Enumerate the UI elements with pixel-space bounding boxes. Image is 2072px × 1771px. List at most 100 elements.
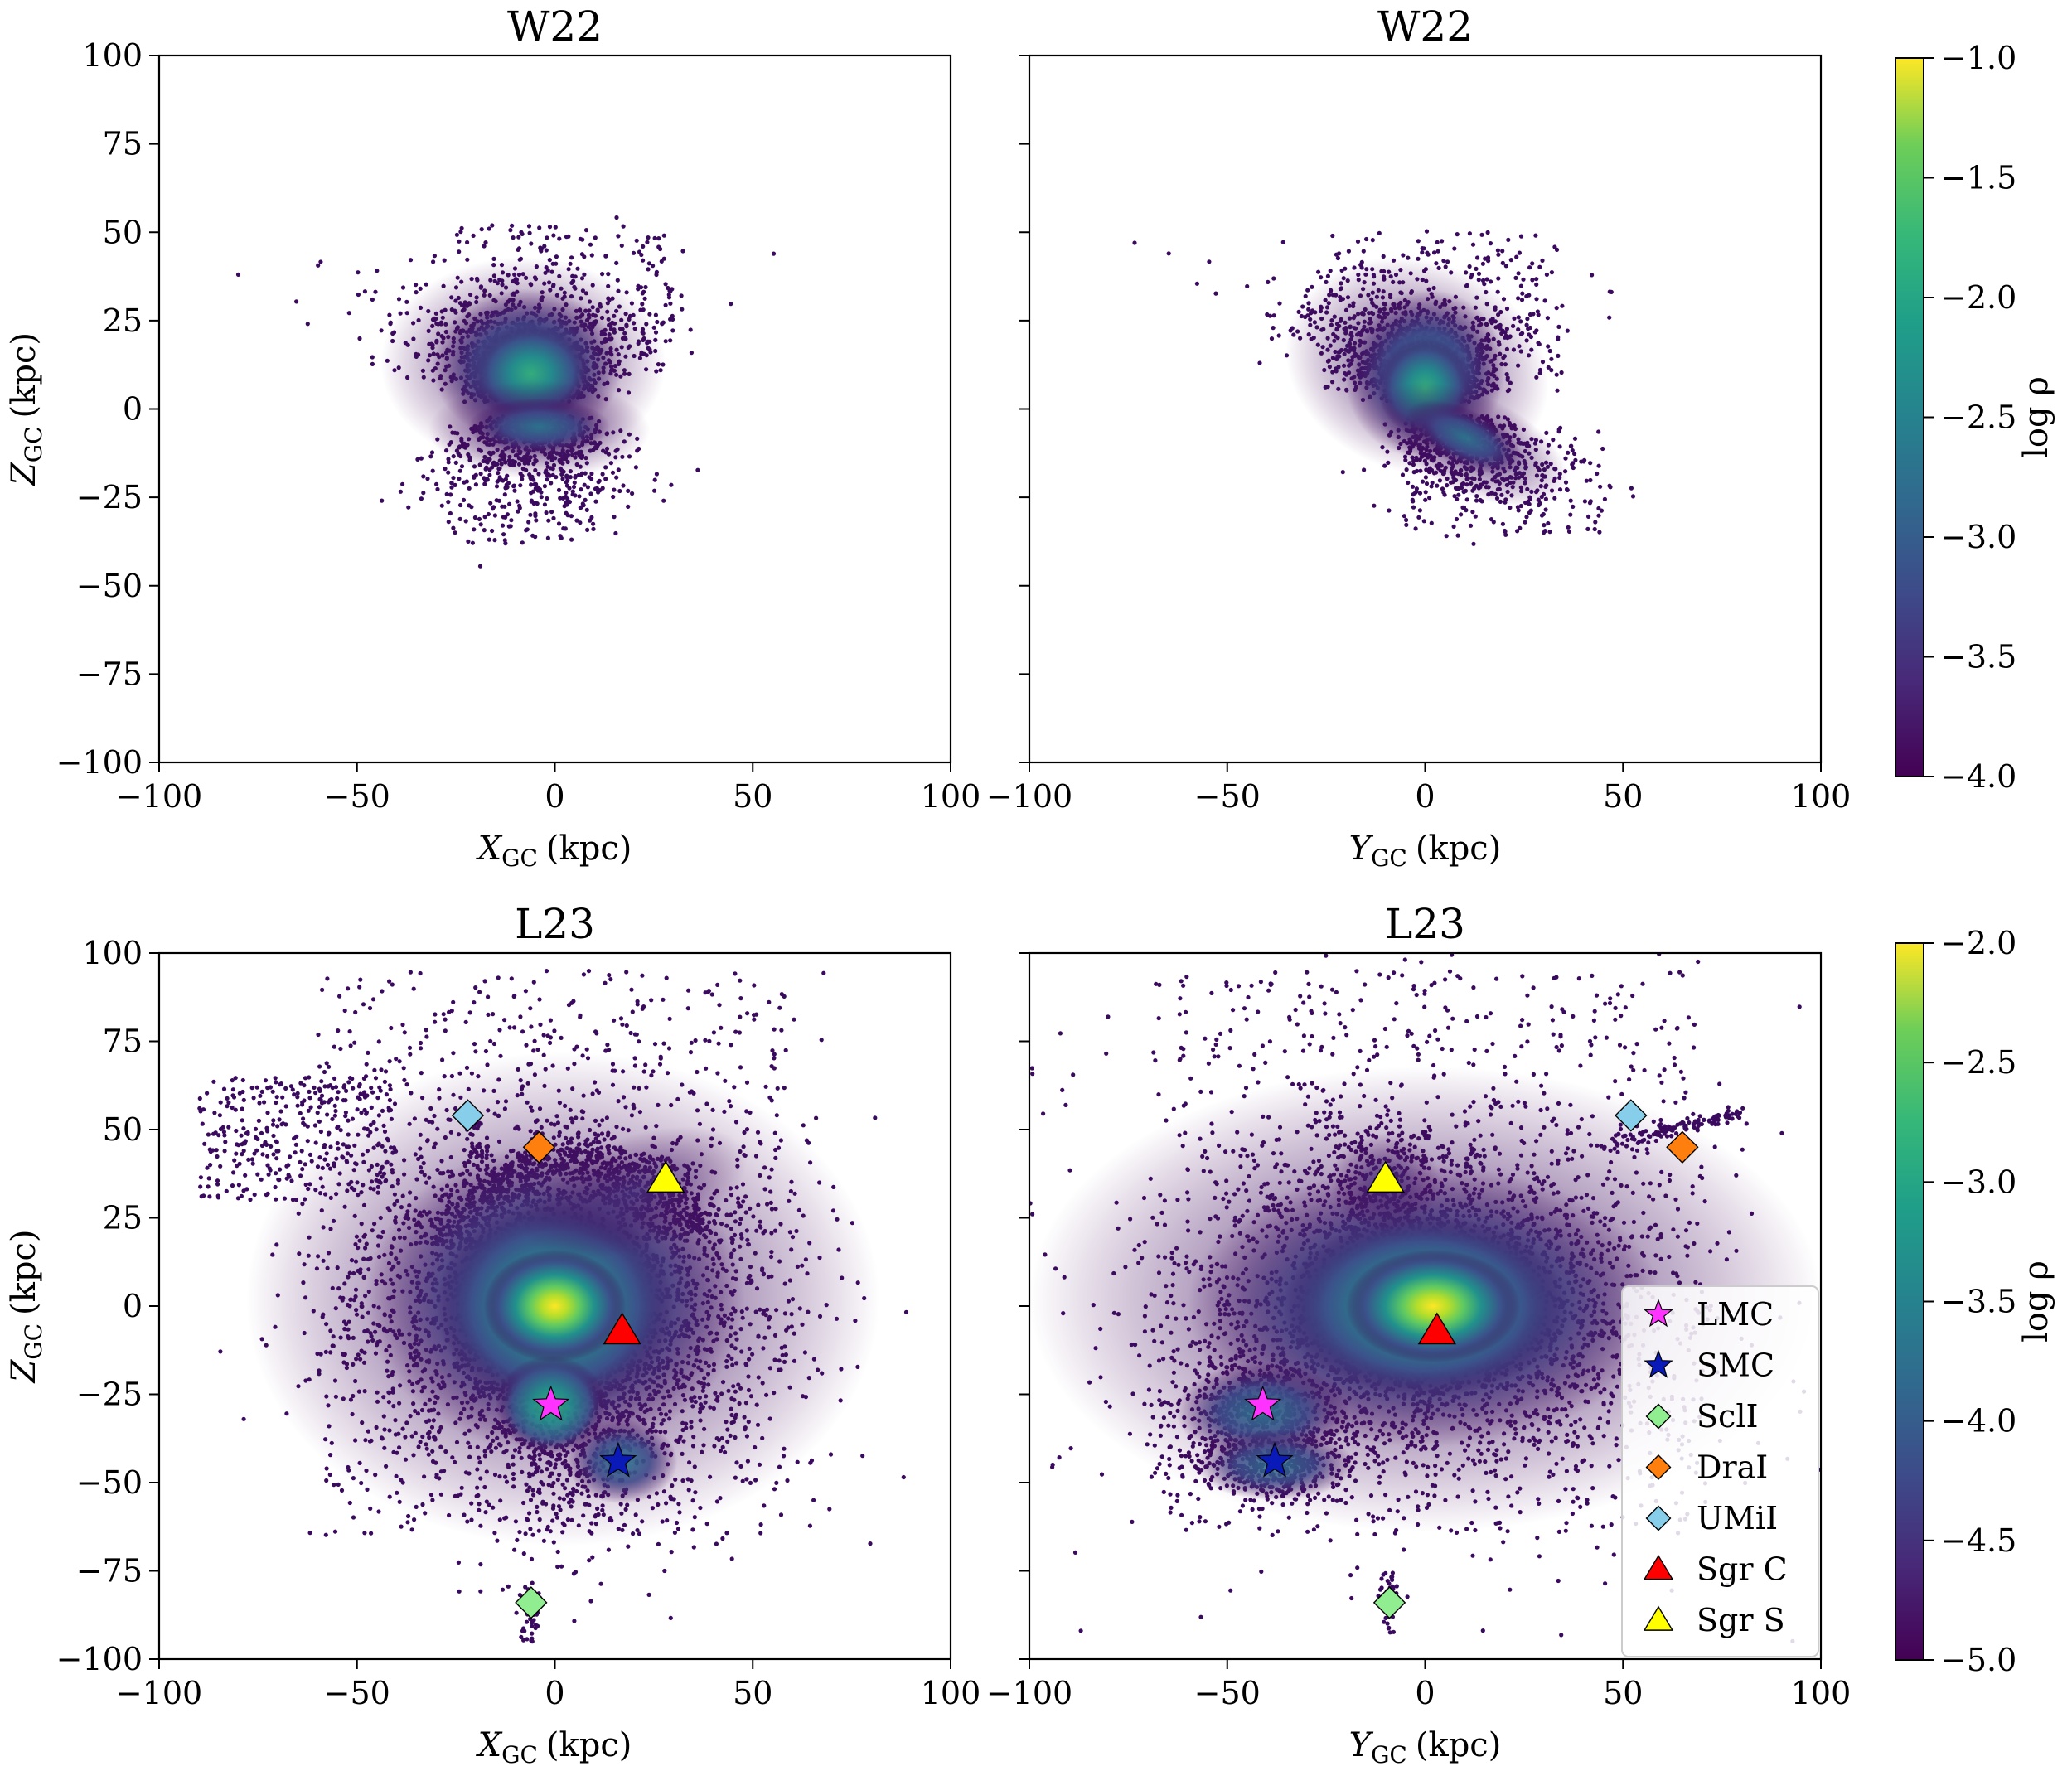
scatter-point	[1519, 298, 1525, 302]
scatter-point	[551, 233, 556, 238]
scatter-point	[1476, 271, 1482, 276]
scatter-point	[1445, 259, 1450, 264]
scatter-point	[577, 494, 582, 499]
scatter-point	[1488, 241, 1493, 246]
scatter-point	[580, 237, 585, 242]
scatter-point	[1276, 333, 1281, 338]
scatter-point	[668, 301, 673, 306]
scatter-point	[428, 454, 433, 459]
scatter-point	[380, 498, 385, 503]
scatter-point	[1400, 472, 1406, 477]
scatter-point	[661, 256, 666, 261]
scatter-point	[1271, 276, 1276, 281]
scatter-point	[1440, 239, 1445, 244]
scatter-point	[482, 528, 487, 533]
scatter-point	[1546, 344, 1551, 349]
scatter-point	[591, 526, 596, 532]
scatter-point	[1500, 521, 1505, 526]
scatter-point	[1542, 529, 1547, 534]
scatter-point	[1305, 288, 1310, 293]
scatter-point	[621, 224, 626, 229]
scatter-point	[488, 501, 493, 506]
scatter-point	[492, 513, 498, 518]
scatter-point	[472, 515, 478, 520]
scatter-point	[1489, 279, 1493, 284]
scatter-point	[1496, 252, 1501, 257]
scatter-point	[654, 472, 660, 477]
scatter-point	[1207, 259, 1212, 264]
scatter-point	[688, 327, 693, 332]
scatter-point	[1530, 261, 1535, 266]
scatter-point	[546, 518, 551, 523]
scatter-point	[1534, 297, 1539, 302]
scatter-point	[668, 338, 673, 343]
scatter-point	[656, 236, 661, 241]
scatter-point	[1536, 312, 1541, 317]
scatter-point	[492, 538, 497, 543]
scatter-point	[398, 489, 403, 494]
scatter-point	[1455, 232, 1460, 237]
y-axis-label: ZGC(kpc)	[5, 332, 47, 487]
scatter-point	[615, 278, 620, 283]
scatter-point	[594, 486, 599, 491]
scatter-point	[528, 512, 533, 517]
scatter-point	[663, 339, 668, 344]
x-tick-label: −100	[116, 778, 202, 815]
scatter-point	[1425, 250, 1430, 255]
scatter-point	[645, 240, 650, 244]
scatter-point	[533, 535, 538, 540]
y-tick-label: −100	[56, 744, 143, 781]
scatter-point	[487, 226, 491, 231]
scatter-point	[1319, 275, 1324, 280]
scatter-point	[1330, 233, 1335, 239]
scatter-point	[1417, 508, 1422, 513]
scatter-point	[516, 235, 521, 240]
scatter-point	[490, 223, 495, 228]
scatter-point	[1518, 283, 1523, 288]
scatter-point	[470, 540, 476, 545]
scatter-point	[667, 288, 672, 293]
scatter-point	[511, 235, 516, 240]
scatter-point	[446, 460, 451, 465]
scatter-point	[449, 485, 454, 490]
scatter-point	[490, 528, 495, 534]
scatter-point	[375, 269, 380, 273]
scatter-point	[1421, 246, 1426, 251]
scatter-point	[542, 502, 548, 507]
scatter-point	[1554, 372, 1559, 377]
scatter-point	[357, 336, 362, 341]
scatter-point	[503, 515, 508, 520]
scatter-point	[1527, 265, 1532, 270]
scatter-point	[1486, 259, 1491, 264]
scatter-point	[1556, 324, 1561, 329]
scatter-point	[600, 472, 605, 477]
scatter-point	[553, 225, 558, 230]
scatter-point	[316, 263, 321, 268]
scatter-point	[695, 467, 700, 472]
scatter-point	[1544, 272, 1549, 277]
scatter-point	[529, 241, 534, 246]
scatter-point	[451, 525, 456, 530]
scatter-point	[606, 272, 611, 277]
scatter-point	[1503, 532, 1508, 537]
scatter-point	[545, 496, 549, 501]
scatter-point	[547, 225, 553, 230]
scatter-point	[1269, 336, 1275, 341]
scatter-point	[1480, 261, 1485, 266]
scatter-point	[1524, 515, 1529, 520]
scatter-point	[406, 505, 411, 510]
scatter-point	[1485, 255, 1491, 260]
scatter-point	[515, 499, 520, 504]
scatter-point	[434, 481, 439, 487]
scatter-point	[1471, 541, 1476, 546]
scatter-point	[563, 526, 568, 531]
scatter-point	[1549, 270, 1554, 275]
scatter-point	[1527, 293, 1532, 298]
scatter-point	[408, 258, 414, 263]
scatter-point	[448, 492, 453, 497]
scatter-point	[415, 457, 420, 462]
scatter-point	[585, 485, 591, 490]
scatter-point	[421, 474, 426, 479]
scatter-point	[771, 251, 777, 256]
scatter-point	[472, 475, 477, 480]
